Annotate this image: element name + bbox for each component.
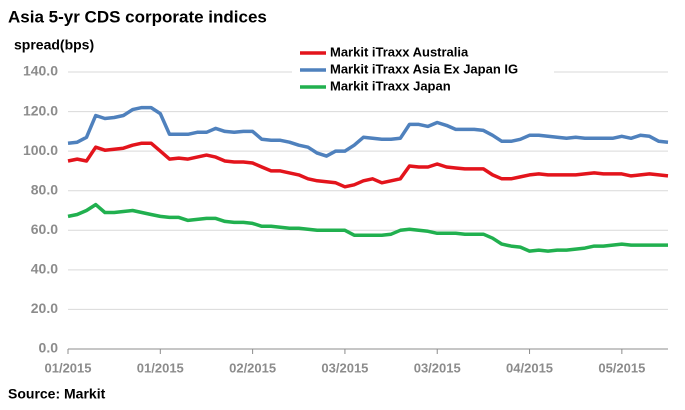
legend-label: Markit iTraxx Asia Ex Japan IG — [330, 61, 518, 76]
lines — [67, 105, 669, 253]
y-tick-label: 100.0 — [23, 142, 58, 158]
y-tick-label: 40.0 — [31, 261, 58, 277]
y-axis-label: spread(bps) — [14, 37, 94, 53]
y-tick-label: 120.0 — [23, 102, 58, 118]
legend-box — [292, 42, 554, 98]
grid: 0.0 20.0 40.0 60.0 80.0 100.0 120.0 140.0 01/201… — [23, 63, 668, 375]
legend-label: Markit iTraxx Australia — [330, 44, 469, 59]
source-note: Source: Markit — [8, 386, 106, 402]
series-line — [67, 202, 668, 253]
x-tick-label: 03/2015 — [321, 360, 368, 375]
legend: Markit iTraxx Australia Markit iTraxx Asi… — [292, 42, 554, 98]
x-tick-label: 02/2015 — [229, 360, 276, 375]
y-tick-label: 0.0 — [39, 340, 59, 356]
y-tick-label: 140.0 — [23, 63, 58, 79]
x-tick-label: 04/2015 — [506, 360, 553, 375]
x-tick-label: 03/2015 — [414, 360, 461, 375]
x-tick-label: 01/2015 — [137, 360, 184, 375]
x-tick-label: 01/2015 — [45, 360, 92, 375]
y-tick-label: 60.0 — [31, 221, 58, 237]
y-tick-label: 80.0 — [31, 181, 58, 197]
x-tick-label: 05/2015 — [598, 360, 645, 375]
y-tick-label: 20.0 — [31, 300, 58, 316]
legend-label: Markit iTraxx Japan — [330, 78, 451, 93]
chart-title: Asia 5-yr CDS corporate indices — [8, 7, 267, 26]
series-line — [67, 141, 669, 189]
series-line — [67, 105, 669, 158]
